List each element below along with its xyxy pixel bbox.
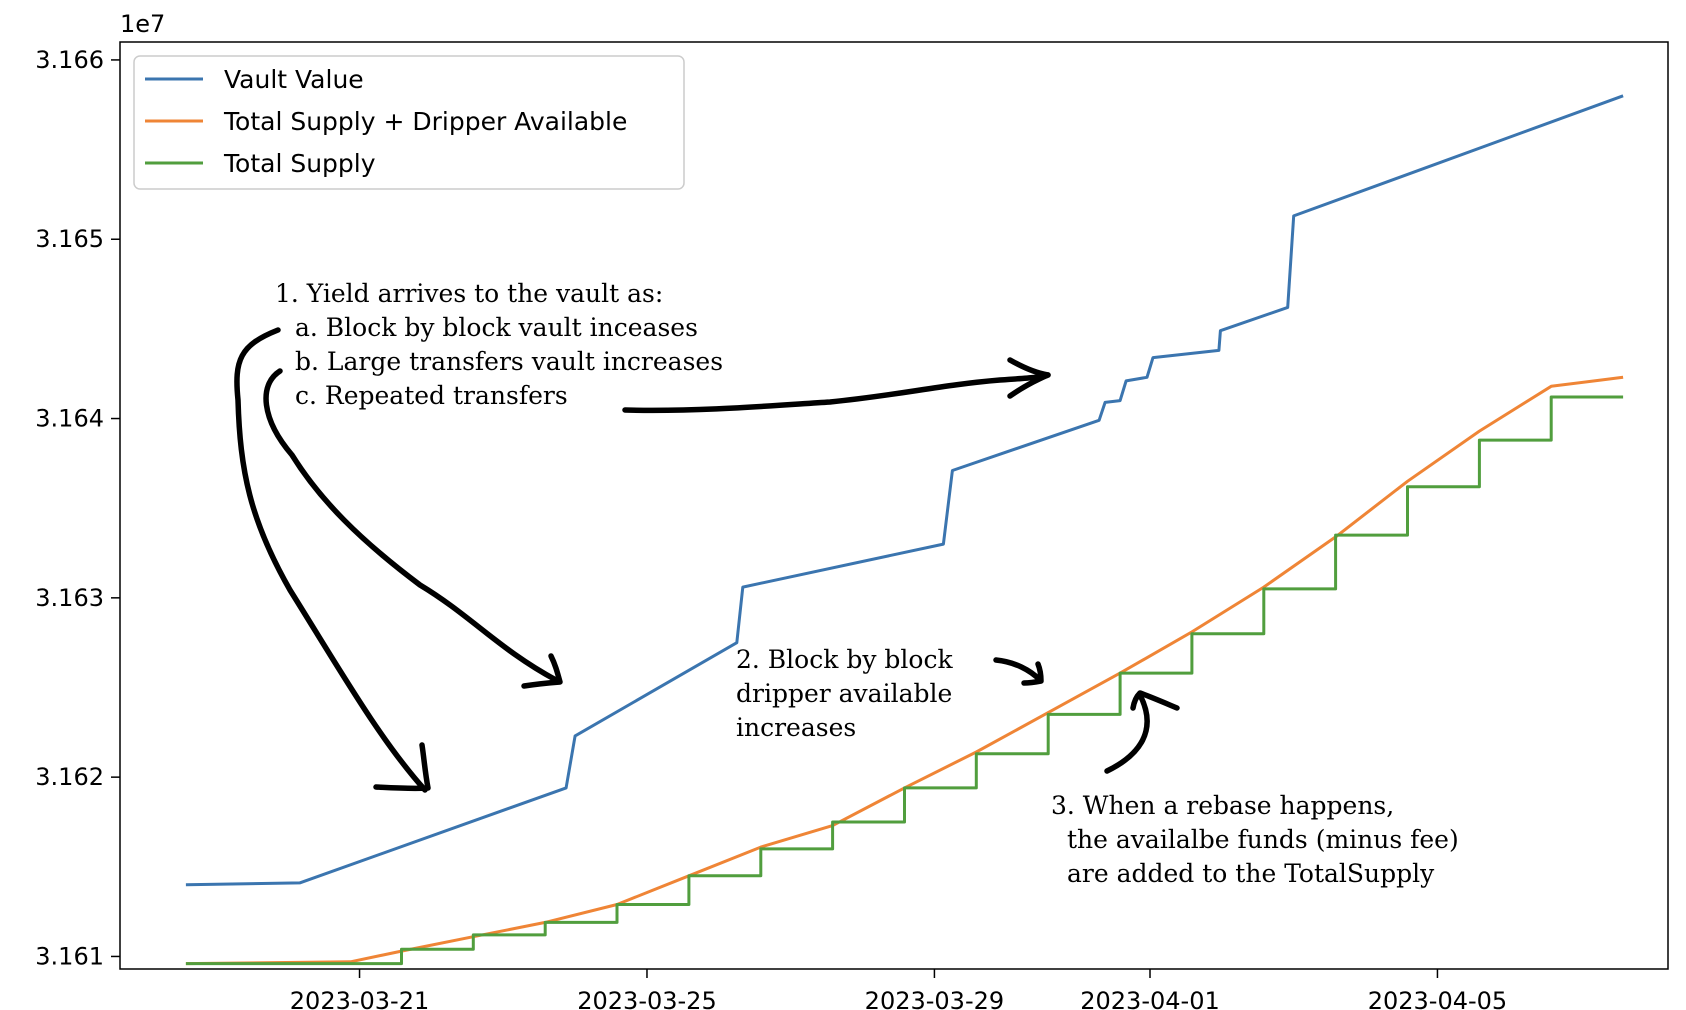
annotation-dripper: 2. Block by block dripper available incr… [736, 645, 953, 742]
annotation-yield-line-4: c. Repeated transfers [295, 381, 568, 410]
arrow-large-transfers [263, 368, 563, 689]
x-tick-label: 2023-04-05 [1368, 987, 1507, 1010]
arrow-dripper [993, 657, 1044, 686]
y-tick-label: 3.164 [35, 405, 104, 433]
annotation-dripper-line-2: dripper available [736, 679, 952, 708]
y-tick-label: 3.165 [35, 225, 104, 253]
annotation-arrows [234, 327, 1180, 793]
legend-entry-vault: Vault Value [145, 65, 364, 94]
annotation-rebase-line-1: 3. When a rebase happens, [1051, 791, 1394, 820]
annotation-yield-line-2: a. Block by block vault inceases [295, 313, 698, 342]
legend-label-supply: Total Supply [223, 149, 376, 178]
arrow-large-transfers-shaft [263, 368, 559, 683]
x-axis: 2023-03-21 2023-03-25 2023-03-29 2023-04-01… [290, 969, 1507, 1010]
arrow-rebase-shaft [1104, 692, 1150, 774]
arrow-rebase-head [1130, 690, 1180, 711]
series-layer [185, 94, 1624, 966]
annotation-rebase: 3. When a rebase happens, the availalbe … [1051, 791, 1459, 888]
arrow-dripper-head [1021, 661, 1044, 686]
x-tick-label: 2023-04-01 [1080, 987, 1219, 1010]
arrow-repeated-transfers-shaft [622, 372, 1051, 414]
annotation-yield-line-1: 1. Yield arrives to the vault as: [275, 279, 663, 308]
legend-entry-dripper: Total Supply + Dripper Available [145, 107, 627, 136]
y-tick-label: 3.161 [35, 942, 104, 970]
x-tick-label: 2023-03-29 [865, 987, 1004, 1010]
legend-label-dripper: Total Supply + Dripper Available [223, 107, 627, 136]
legend-label-vault: Vault Value [224, 65, 364, 94]
arrow-rebase [1104, 690, 1180, 774]
annotation-dripper-line-1: 2. Block by block [736, 645, 953, 674]
x-tick-label: 2023-03-25 [577, 987, 716, 1010]
series-line-supply [185, 395, 1624, 966]
arrow-repeated-transfers [622, 357, 1051, 414]
y-tick-label: 3.163 [35, 584, 104, 612]
arrow-large-transfers-head [521, 653, 563, 689]
y-tick-label: 3.162 [35, 763, 104, 791]
plot-frame [119, 41, 1669, 970]
arrow-block-by-block-shaft [234, 327, 428, 793]
annotation-yield: 1. Yield arrives to the vault as: a. Blo… [275, 279, 723, 410]
annotation-rebase-line-2: the availalbe funds (minus fee) [1067, 825, 1459, 854]
annotation-dripper-line-3: increases [736, 713, 856, 742]
x-tick-label: 2023-03-21 [290, 987, 429, 1010]
arrow-block-by-block [234, 327, 431, 793]
annotation-rebase-line-3: are added to the TotalSupply [1067, 859, 1435, 888]
legend-box [133, 55, 685, 190]
arrow-repeated-transfers-head [1007, 357, 1051, 399]
legend-entry-supply: Total Supply [145, 149, 376, 178]
axis-exponent-label: 1e7 [120, 10, 165, 38]
legend: Vault Value Total Supply + Dripper Avail… [133, 55, 685, 190]
series-line-vault [185, 94, 1624, 887]
y-axis: 3.161 3.162 3.163 3.164 3.165 3.166 [35, 46, 120, 970]
y-tick-label: 3.166 [35, 46, 104, 74]
annotation-yield-line-3: b. Large transfers vault increases [295, 347, 723, 376]
arrow-dripper-shaft [993, 657, 1043, 683]
arrow-block-by-block-head [373, 742, 431, 792]
